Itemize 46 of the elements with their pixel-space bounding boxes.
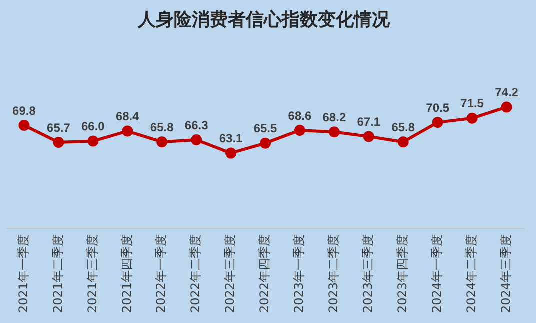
x-tick-label: 2023年二季度 <box>326 234 341 314</box>
point <box>466 112 478 124</box>
data-label: 66.3 <box>184 118 209 132</box>
x-tick-label: 2023年一季度 <box>292 234 306 314</box>
data-label: 70.5 <box>426 100 450 115</box>
data-label: 66.0 <box>81 120 106 134</box>
point <box>18 120 30 131</box>
data-label: 67.1 <box>357 115 381 130</box>
point <box>226 148 237 159</box>
point <box>398 136 409 148</box>
data-label: 68.6 <box>288 108 312 123</box>
point <box>122 126 134 137</box>
data-label: 74.2 <box>495 86 519 100</box>
point <box>363 131 374 142</box>
data-label: 65.5 <box>254 122 278 136</box>
point <box>260 138 271 149</box>
point <box>501 102 512 113</box>
point <box>191 134 202 146</box>
x-tick-label: 2023年四季度 <box>395 234 410 314</box>
point <box>156 136 168 148</box>
data-label: 69.8 <box>12 104 36 118</box>
x-tick-label: 2021年四季度 <box>120 234 134 314</box>
x-tick-label: 2024年一季度 <box>430 234 444 314</box>
data-label: 68.4 <box>116 110 140 124</box>
point <box>328 126 340 138</box>
x-tick-label: 2022年一季度 <box>154 234 168 314</box>
x-tick-label: 2022年三季度 <box>223 234 238 314</box>
point <box>294 124 306 136</box>
x-tick-label: 2024年二季度 <box>464 234 478 314</box>
x-tick-label: 2024年三季度 <box>498 234 513 314</box>
point <box>53 137 64 148</box>
data-label: 65.8 <box>392 120 416 134</box>
data-label: 68.2 <box>322 110 346 124</box>
point <box>88 136 99 147</box>
x-tick-label: 2022年四季度 <box>258 234 272 314</box>
x-tick-label: 2022年二季度 <box>188 234 203 314</box>
x-tick-label: 2023年三季度 <box>361 234 376 314</box>
chart-title: 人身险消费者信心指数变化情况 <box>137 9 391 30</box>
data-label: 65.7 <box>47 120 71 135</box>
data-label: 65.8 <box>150 120 174 134</box>
x-tick-label: 2021年三季度 <box>85 234 100 314</box>
x-tick-label: 2021年二季度 <box>50 234 65 314</box>
x-tick-label: 2021年一季度 <box>16 234 30 314</box>
data-label: 63.1 <box>219 132 244 146</box>
data-label: 71.5 <box>460 96 484 111</box>
point <box>432 117 444 128</box>
